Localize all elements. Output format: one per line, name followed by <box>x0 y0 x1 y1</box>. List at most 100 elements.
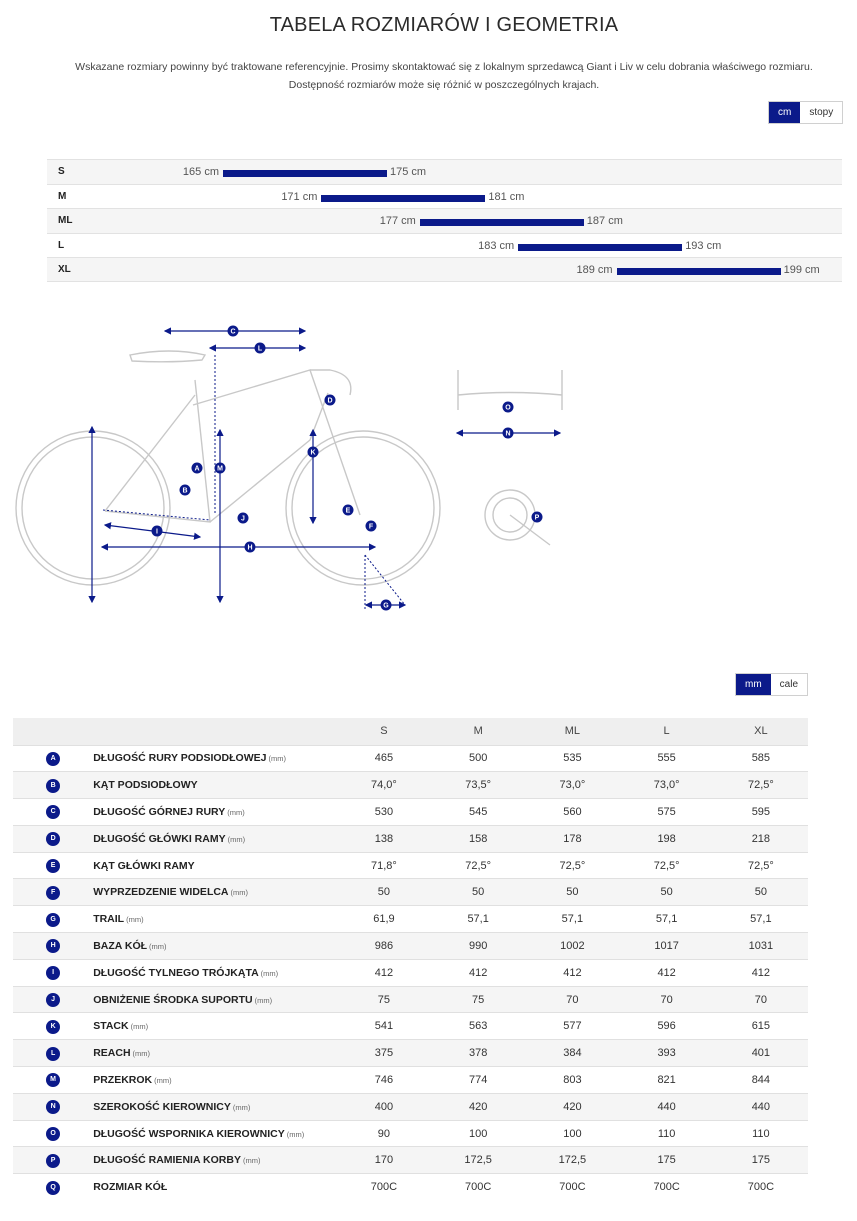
sizing-disclaimer: Wskazane rozmiary powinny być traktowane… <box>75 61 813 73</box>
marker-e: E <box>342 504 354 516</box>
unit-feet-button[interactable]: stopy <box>800 102 843 123</box>
value-cell: 50 <box>525 878 620 906</box>
svg-text:H: H <box>247 545 252 552</box>
value-cell: 71,8° <box>336 851 432 879</box>
height-range-bar <box>223 170 387 177</box>
marker-a: A <box>191 462 203 474</box>
marker-b: B <box>179 484 191 496</box>
row-label-cell: ROZMIAR KÓŁ <box>93 1173 337 1201</box>
geometry-header-row: S M ML L XL <box>13 718 808 745</box>
size-range-row: XL 189 cm 199 cm <box>47 257 842 282</box>
dimension-unit: (mm) <box>227 834 246 844</box>
value-cell: 585 <box>713 744 808 772</box>
svg-text:I: I <box>156 529 158 536</box>
value-cell: 535 <box>525 744 620 772</box>
value-cell: 844 <box>713 1066 808 1094</box>
marker-i: I <box>151 525 163 537</box>
row-key-cell: H <box>13 932 94 960</box>
row-label-cell: REACH (mm) <box>93 1039 337 1067</box>
value-cell: 420 <box>525 1092 620 1121</box>
value-cell: 563 <box>431 1012 526 1040</box>
dimension-unit: (mm) <box>254 995 273 1005</box>
unit-mm-button[interactable]: mm <box>736 674 771 695</box>
range-max-label: 193 cm <box>685 239 722 252</box>
dimension-unit: (mm) <box>132 1049 151 1059</box>
marker-o: O <box>502 401 514 413</box>
value-cell: 72,5° <box>619 851 714 879</box>
marker-h: H <box>244 541 256 553</box>
value-cell: 465 <box>336 744 432 772</box>
svg-text:J: J <box>241 516 245 523</box>
size-label: M <box>58 190 67 202</box>
value-cell: 541 <box>336 1012 432 1040</box>
value-cell: 50 <box>336 878 432 906</box>
value-cell: 378 <box>431 1039 526 1067</box>
bike-frame-drawing <box>15 350 441 586</box>
row-label-cell: KĄT GŁÓWKI RAMY <box>93 851 337 879</box>
dimension-key-badge: A <box>46 751 61 766</box>
drivetrain-drawing <box>457 370 563 546</box>
size-label: ML <box>58 215 73 227</box>
marker-k: K <box>307 446 319 458</box>
value-cell: 615 <box>713 1012 808 1040</box>
dimension-unit: (mm) <box>154 1075 172 1085</box>
dimension-key-badge: I <box>46 966 61 981</box>
row-key-cell: I <box>13 958 94 987</box>
column-header: ML <box>525 718 620 745</box>
dimension-label: BAZA KÓŁ <box>93 939 148 952</box>
dimension-label: STACK <box>93 1020 129 1033</box>
svg-text:A: A <box>194 466 199 473</box>
row-key-cell: A <box>13 744 94 772</box>
dimension-unit: (mm) <box>126 915 144 925</box>
range-min-label: 177 cm <box>379 215 416 228</box>
value-cell: 555 <box>619 744 714 772</box>
geometry-row: O DŁUGOŚĆ WSPORNIKA KIEROWNICY (mm) 90 100 10… <box>13 1119 808 1147</box>
dimension-unit: (mm) <box>232 1102 251 1112</box>
unit-inches-button[interactable]: cale <box>770 674 808 695</box>
value-cell: 100 <box>525 1119 620 1147</box>
dimension-label: ROZMIAR KÓŁ <box>93 1181 168 1194</box>
size-label: S <box>58 166 65 177</box>
value-cell: 746 <box>336 1066 432 1094</box>
bike-geometry-diagram: A B C D E F G H I J K L M N O P <box>15 325 563 611</box>
value-cell: 700C <box>619 1173 714 1201</box>
dimension-unit: (mm) <box>260 968 279 978</box>
svg-text:L: L <box>258 346 263 353</box>
geometry-row: Q ROZMIAR KÓŁ 700C 700C 700C 700C 700C <box>13 1173 808 1201</box>
range-min-label: 165 cm <box>182 166 219 178</box>
value-cell: 175 <box>619 1146 714 1174</box>
svg-text:C: C <box>230 329 235 336</box>
range-min-label: 189 cm <box>576 264 613 277</box>
value-cell: 50 <box>619 878 714 906</box>
value-cell: 75 <box>431 985 526 1013</box>
value-cell: 412 <box>431 958 526 987</box>
value-cell: 72,5° <box>713 851 808 879</box>
value-cell: 412 <box>525 958 620 987</box>
dimension-unit: (mm) <box>230 888 249 898</box>
svg-text:P: P <box>535 515 540 522</box>
dimension-key-badge: L <box>46 1046 61 1061</box>
value-cell: 596 <box>619 1012 714 1040</box>
dimension-label: REACH <box>93 1047 131 1060</box>
height-unit-toggle: cm stopy <box>768 101 844 124</box>
size-label: L <box>58 239 65 251</box>
dimension-key-badge: O <box>46 1127 61 1142</box>
row-label-cell: DŁUGOŚĆ TYLNEGO TRÓJKĄTA (mm) <box>93 958 337 987</box>
value-cell: 158 <box>431 824 526 853</box>
value-cell: 575 <box>619 798 714 826</box>
marker-g: G <box>380 599 392 611</box>
value-cell: 1031 <box>713 932 808 960</box>
range-max-label: 181 cm <box>488 190 525 203</box>
row-label-cell: PRZEKROK (mm) <box>93 1066 337 1094</box>
row-key-cell: J <box>13 985 94 1013</box>
dimension-label: KĄT PODSIODŁOWY <box>93 779 198 792</box>
row-key-cell: P <box>13 1146 94 1174</box>
value-cell: 57,1 <box>525 905 620 933</box>
geometry-table: S M ML L XL A DŁUGOŚĆ RURY PODSIODŁOWEJ (m… <box>13 718 808 1201</box>
dimension-lines <box>88 327 562 609</box>
value-cell: 393 <box>619 1039 714 1067</box>
column-header: M <box>431 718 526 745</box>
marker-c: C <box>227 325 239 337</box>
unit-cm-button[interactable]: cm <box>769 102 801 123</box>
value-cell: 73,0° <box>619 771 714 799</box>
